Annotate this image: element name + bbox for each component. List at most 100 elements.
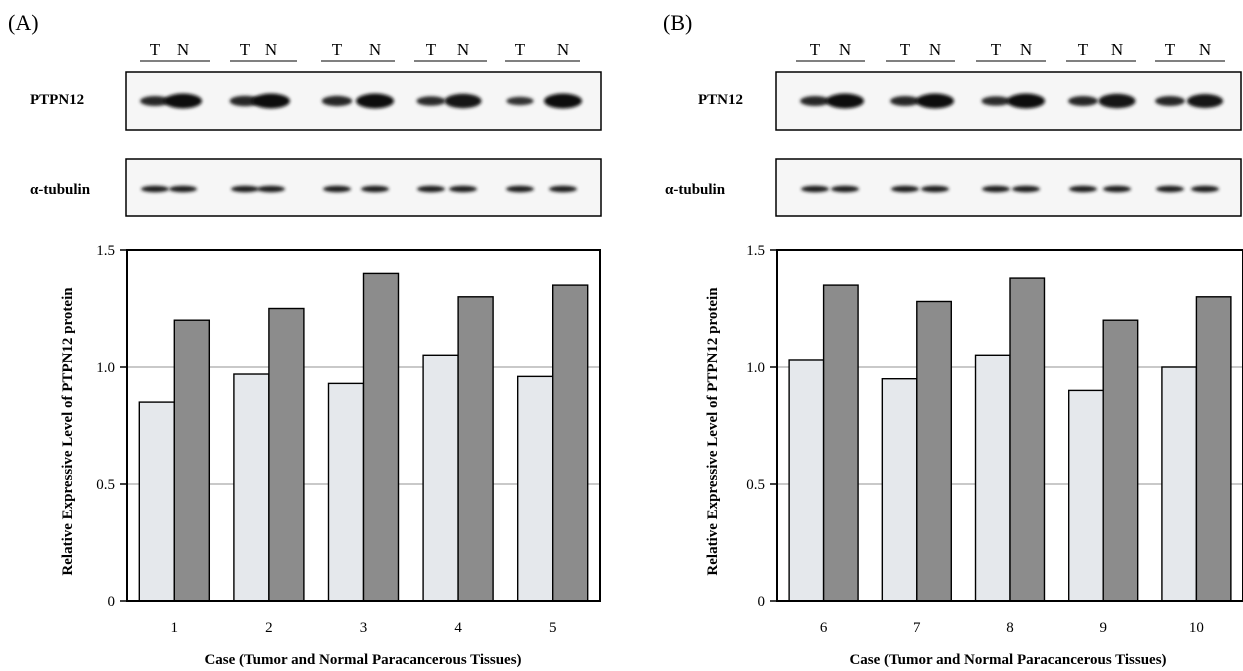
blot-band bbox=[361, 185, 389, 193]
bar-tumor bbox=[327, 382, 365, 602]
lane-label-t: T bbox=[991, 40, 1002, 59]
bar-tumor bbox=[233, 373, 270, 602]
bar-tumor bbox=[422, 354, 459, 602]
blot-band bbox=[982, 185, 1010, 193]
lane-label-n: N bbox=[265, 40, 277, 59]
blot-band bbox=[826, 93, 864, 109]
lane-label-n: N bbox=[929, 40, 941, 59]
plot-frame bbox=[776, 249, 1243, 602]
x-tick-label: 9 bbox=[1099, 620, 1107, 636]
bar-tumor bbox=[138, 401, 176, 602]
panel-a-lane-labels: T N T N T N T N T N bbox=[150, 40, 569, 59]
lane-label-t: T bbox=[426, 40, 437, 59]
x-tick-label: 2 bbox=[265, 620, 273, 636]
blot-band bbox=[1098, 93, 1136, 109]
bar-tumor bbox=[788, 359, 825, 602]
x-tick-label: 6 bbox=[820, 620, 828, 636]
blot-band bbox=[252, 93, 290, 109]
bar-normal bbox=[822, 284, 859, 602]
blot-band bbox=[801, 185, 829, 193]
bar-tumor bbox=[974, 354, 1011, 602]
blot-band bbox=[1068, 95, 1098, 107]
blot-band bbox=[417, 185, 445, 193]
blot-bands-tubulin bbox=[801, 185, 1219, 193]
blot-band bbox=[981, 96, 1011, 106]
panel-a-label: (A) bbox=[8, 10, 39, 35]
y-tick-label: 1.5 bbox=[96, 243, 115, 259]
blot-band bbox=[921, 185, 949, 193]
blot-band bbox=[141, 185, 169, 193]
bar-normal bbox=[552, 284, 589, 602]
lane-label-t: T bbox=[515, 40, 526, 59]
lane-label-t: T bbox=[1165, 40, 1176, 59]
x-tick-label: 4 bbox=[454, 620, 462, 636]
panel-b-label: (B) bbox=[663, 10, 692, 35]
blot-band bbox=[1191, 185, 1219, 193]
bar-normal bbox=[173, 319, 211, 602]
blot-band bbox=[229, 95, 261, 107]
bar-tumor bbox=[881, 378, 918, 602]
blot-band bbox=[323, 185, 351, 193]
bar-tumor bbox=[1068, 389, 1104, 602]
blot-band bbox=[1155, 95, 1185, 107]
blot-band bbox=[416, 96, 446, 106]
bar-normal bbox=[916, 300, 952, 602]
x-tick-label: 10 bbox=[1189, 620, 1204, 636]
blot-label-tubulin: α-tubulin bbox=[30, 182, 91, 198]
lane-label-n: N bbox=[1020, 40, 1032, 59]
bar-normal bbox=[1195, 296, 1232, 602]
lane-label-n: N bbox=[369, 40, 381, 59]
blot-label-ptpn12: PTPN12 bbox=[30, 92, 84, 108]
blot-band bbox=[1103, 185, 1131, 193]
blot-band bbox=[449, 185, 477, 193]
blot-band bbox=[1069, 185, 1097, 193]
lane-label-t: T bbox=[1078, 40, 1089, 59]
blot-band bbox=[544, 93, 582, 109]
blot-band bbox=[444, 93, 482, 109]
blot-label-ptn12: PTN12 bbox=[698, 92, 743, 108]
bar-normal bbox=[1102, 319, 1139, 602]
lane-label-t: T bbox=[332, 40, 343, 59]
bar-tumor bbox=[516, 375, 554, 602]
blot-band bbox=[164, 93, 202, 109]
x-axis-title: Case (Tumor and Normal Paracancerous Tis… bbox=[204, 652, 521, 668]
blot-band bbox=[506, 185, 534, 193]
y-axis-title: Relative Expressive Level of PTPN12 prot… bbox=[705, 287, 721, 576]
blot-band bbox=[549, 185, 577, 193]
y-axis-title: Relative Expressive Level of PTPN12 prot… bbox=[60, 287, 76, 576]
blot-band bbox=[891, 185, 919, 193]
blot-band bbox=[356, 93, 394, 109]
y-tick-label: 0.5 bbox=[746, 477, 765, 493]
x-tick-label: 5 bbox=[549, 620, 557, 636]
blot-band bbox=[1012, 185, 1040, 193]
lane-label-n: N bbox=[1111, 40, 1123, 59]
blot-band bbox=[140, 95, 170, 107]
y-tick-label: 1.0 bbox=[746, 360, 765, 376]
blot-bands-ptn12 bbox=[800, 93, 1224, 109]
blot-band bbox=[321, 95, 353, 107]
x-tick-label: 7 bbox=[913, 620, 921, 636]
y-tick-label: 0.5 bbox=[96, 477, 115, 493]
plot-frame bbox=[126, 249, 601, 602]
blot-band bbox=[1156, 185, 1184, 193]
blot-band bbox=[231, 185, 259, 193]
bar-normal bbox=[268, 307, 305, 602]
lane-label-n: N bbox=[1199, 40, 1211, 59]
y-tick-label: 1.0 bbox=[96, 360, 115, 376]
bar-chart-a: 1 2 3 4 5 0 0.5 1.0 1.5 Case (Tumor and Normal Pa… bbox=[60, 243, 601, 668]
lane-label-t: T bbox=[810, 40, 821, 59]
lane-label-n: N bbox=[177, 40, 189, 59]
panel-a: (A) T N T N T N T N T N PTPN12 α-tubulin… bbox=[8, 10, 602, 668]
blot-band bbox=[800, 95, 830, 107]
blot-band bbox=[831, 185, 859, 193]
blot-band bbox=[890, 95, 920, 107]
bar-normal bbox=[1009, 277, 1046, 602]
lane-label-n: N bbox=[839, 40, 851, 59]
blot-bands-ptpn12 bbox=[140, 93, 582, 109]
lane-label-n: N bbox=[457, 40, 469, 59]
lane-label-t: T bbox=[240, 40, 251, 59]
bar-normal bbox=[457, 296, 494, 602]
bar-normal bbox=[362, 272, 400, 602]
lane-label-n: N bbox=[557, 40, 569, 59]
